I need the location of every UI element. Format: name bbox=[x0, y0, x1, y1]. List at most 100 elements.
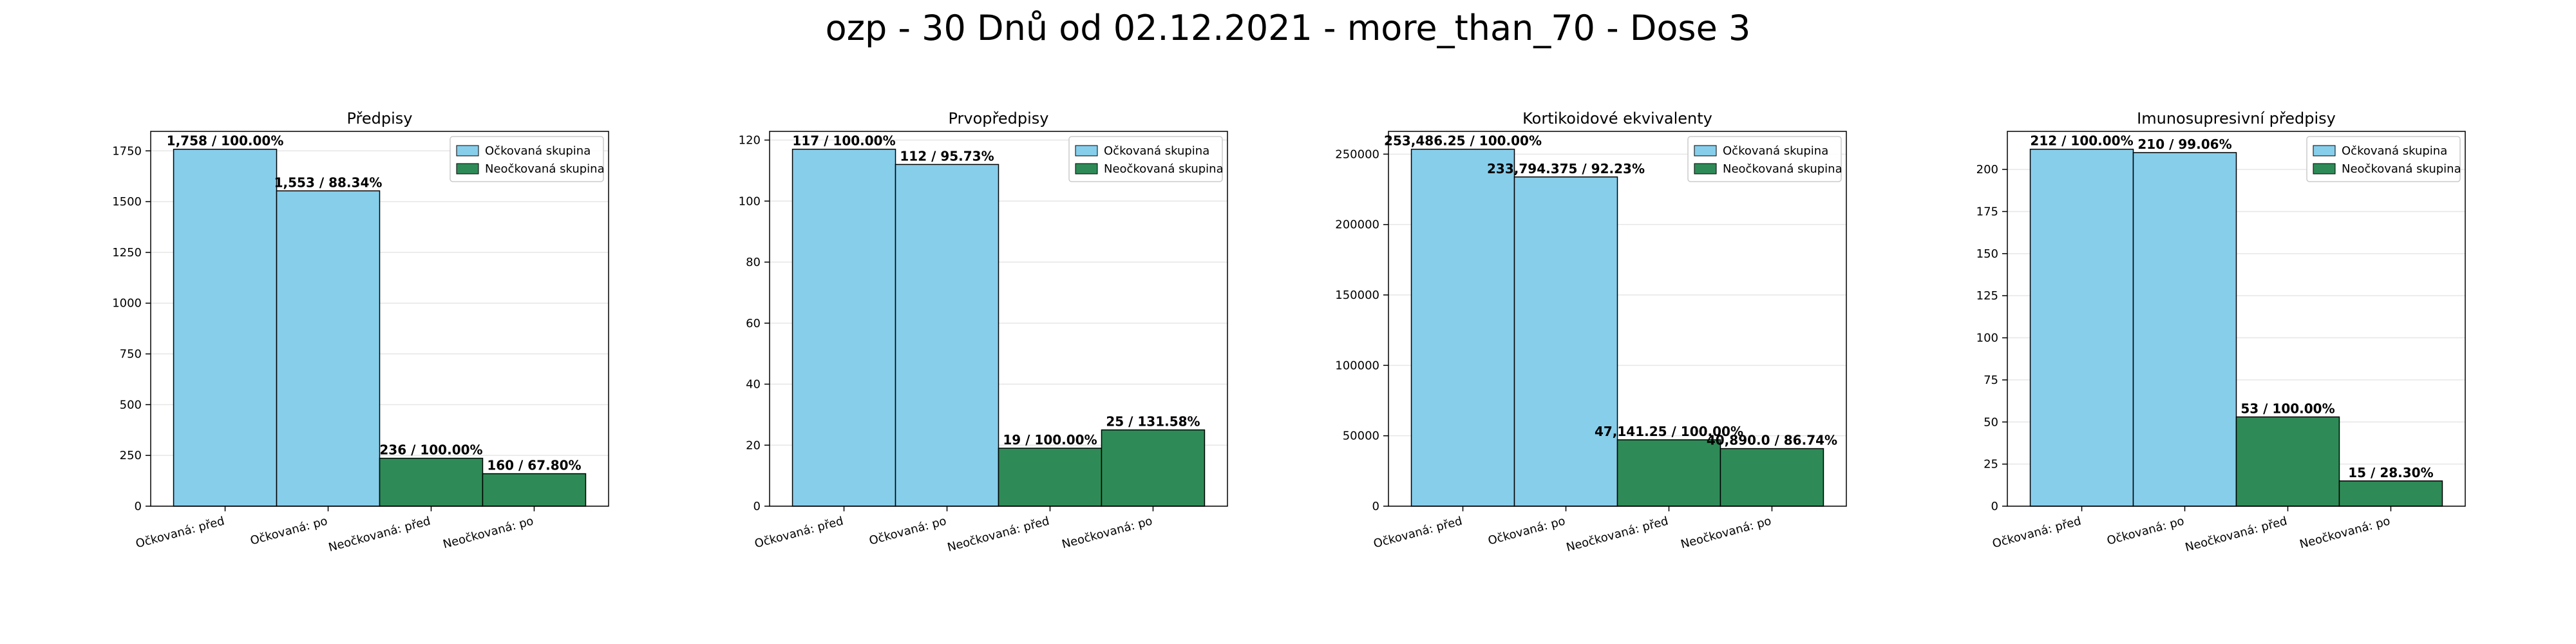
bar bbox=[791, 148, 896, 507]
chart-title: Kortikoidové ekvivalenty bbox=[1522, 109, 1712, 128]
legend-label-unvaccinated: Neočkovaná skupina bbox=[2342, 162, 2461, 176]
legend-label-unvaccinated: Neočkovaná skupina bbox=[1104, 162, 1224, 176]
data-label: 253,486.25 / 100.00% bbox=[1384, 133, 1542, 149]
x-tick-label: Neočkovaná: před bbox=[946, 515, 1051, 554]
legend: Očkovaná skupina Neočkovaná skupina bbox=[450, 136, 605, 182]
chart-panel-2: 117 / 100.00% 112 / 95.73% 19 / 100.00% 25 … bbox=[739, 109, 1228, 554]
chart-panel-3: 253,486.25 / 100.00% 233,794.375 / 92.23%… bbox=[1335, 109, 1847, 554]
x-tick-label: Očkovaná: po bbox=[1486, 515, 1566, 548]
y-tick-label: 40 bbox=[746, 378, 761, 392]
legend-box bbox=[1687, 136, 1842, 182]
y-tick-label: 0 bbox=[1991, 500, 1998, 513]
y-tick-label: 50000 bbox=[1343, 430, 1379, 443]
y-tick-label: 60 bbox=[746, 317, 761, 330]
legend-swatch-unvaccinated bbox=[456, 163, 479, 175]
data-label: 19 / 100.00% bbox=[1003, 432, 1097, 448]
y-tick-label: 75 bbox=[1984, 374, 1998, 387]
legend-label-vaccinated: Očkovaná skupina bbox=[1723, 144, 1828, 158]
legend-swatch-unvaccinated bbox=[2313, 163, 2336, 175]
legend: Očkovaná skupina Neočkovaná skupina bbox=[1687, 136, 1842, 182]
data-label: 236 / 100.00% bbox=[379, 442, 482, 458]
x-tick-label: Očkovaná: před bbox=[1372, 515, 1464, 551]
x-tick-label: Očkovaná: před bbox=[753, 515, 845, 551]
y-tick-label: 250 bbox=[120, 449, 142, 462]
bar bbox=[998, 448, 1103, 507]
x-tick-label: Očkovaná: po bbox=[867, 515, 947, 548]
legend: Očkovaná skupina Neočkovaná skupina bbox=[2306, 136, 2461, 182]
bar bbox=[1616, 439, 1721, 507]
bar bbox=[173, 148, 278, 507]
data-label: 25 / 131.58% bbox=[1106, 414, 1200, 430]
chart-panel-4: 212 / 100.00% 210 / 99.06% 53 / 100.00% 15 … bbox=[1976, 109, 2466, 554]
y-tick-label: 20 bbox=[746, 439, 761, 452]
y-tick-label: 100 bbox=[739, 194, 761, 208]
bar bbox=[1101, 429, 1206, 507]
x-tick-label: Neočkovaná: po bbox=[1061, 515, 1154, 552]
legend-label-unvaccinated: Neočkovaná skupina bbox=[485, 162, 605, 176]
legend-box bbox=[2306, 136, 2461, 182]
data-label: 47,141.25 / 100.00% bbox=[1595, 424, 1743, 439]
y-tick-label: 1500 bbox=[112, 195, 142, 209]
data-label: 210 / 99.06% bbox=[2137, 137, 2231, 152]
y-tick-label: 1750 bbox=[112, 144, 142, 158]
x-tick-label: Neočkovaná: před bbox=[327, 515, 432, 554]
y-tick-label: 500 bbox=[120, 398, 142, 412]
legend-box bbox=[1068, 136, 1223, 182]
bar bbox=[379, 457, 484, 507]
x-tick-label: Neočkovaná: po bbox=[1680, 515, 1773, 552]
y-tick-label: 100000 bbox=[1335, 359, 1379, 372]
data-label: 1,553 / 88.34% bbox=[274, 175, 383, 190]
data-label: 1,758 / 100.00% bbox=[167, 133, 284, 149]
data-label: 112 / 95.73% bbox=[900, 148, 994, 164]
bar bbox=[2235, 416, 2340, 507]
bar bbox=[1513, 176, 1618, 507]
x-tick-label: Očkovaná: po bbox=[249, 515, 328, 548]
y-tick-label: 250000 bbox=[1335, 147, 1379, 161]
y-tick-label: 80 bbox=[746, 256, 761, 269]
axes-frame bbox=[769, 131, 1228, 507]
x-tick-label: Očkovaná: před bbox=[1991, 515, 2083, 551]
x-tick-label: Očkovaná: po bbox=[2105, 515, 2185, 548]
chart-title: Imunosupresivní předpisy bbox=[2137, 109, 2336, 128]
legend-swatch-unvaccinated bbox=[1694, 163, 1717, 175]
figure-title: ozp - 30 Dnů od 02.12.2021 - more_than_7… bbox=[825, 8, 1751, 48]
y-tick-label: 1000 bbox=[112, 297, 142, 310]
legend-label-vaccinated: Očkovaná skupina bbox=[1104, 144, 1209, 158]
y-tick-label: 200000 bbox=[1335, 218, 1379, 232]
bar bbox=[276, 190, 381, 507]
x-tick-label: Neočkovaná: po bbox=[442, 515, 535, 552]
legend-swatch-vaccinated bbox=[2313, 145, 2336, 156]
chart-panel-1: 1,758 / 100.00% 1,553 / 88.34% 236 / 100.0… bbox=[112, 109, 609, 554]
axes-frame bbox=[1388, 131, 1847, 507]
bar bbox=[2338, 480, 2443, 507]
x-tick-label: Neočkovaná: před bbox=[2184, 515, 2289, 554]
y-tick-label: 0 bbox=[753, 500, 761, 513]
y-tick-label: 100 bbox=[1976, 332, 1998, 345]
data-label: 117 / 100.00% bbox=[792, 133, 895, 149]
bar bbox=[895, 164, 999, 507]
bar bbox=[2132, 152, 2237, 507]
data-label: 53 / 100.00% bbox=[2240, 401, 2334, 416]
y-tick-label: 125 bbox=[1976, 289, 1998, 303]
y-tick-label: 25 bbox=[1984, 458, 1998, 471]
y-tick-label: 150 bbox=[1976, 247, 1998, 261]
y-tick-label: 1250 bbox=[112, 246, 142, 260]
bar bbox=[482, 473, 587, 507]
legend-label-unvaccinated: Neočkovaná skupina bbox=[1723, 162, 1842, 176]
data-label: 15 / 28.30% bbox=[2348, 465, 2433, 480]
data-label: 212 / 100.00% bbox=[2030, 133, 2133, 149]
y-tick-label: 750 bbox=[120, 348, 142, 361]
chart-title: Předpisy bbox=[347, 109, 413, 128]
x-tick-label: Neočkovaná: před bbox=[1565, 515, 1670, 554]
data-label: 40,890.0 / 86.74% bbox=[1707, 433, 1837, 448]
axes-frame bbox=[150, 131, 609, 507]
data-label: 233,794.375 / 92.23% bbox=[1487, 161, 1645, 176]
y-tick-label: 150000 bbox=[1335, 289, 1379, 302]
legend: Očkovaná skupina Neočkovaná skupina bbox=[1068, 136, 1224, 182]
y-tick-label: 0 bbox=[1372, 500, 1379, 513]
data-label: 160 / 67.80% bbox=[487, 458, 581, 473]
chart-title: Prvopředpisy bbox=[949, 109, 1049, 128]
legend-swatch-vaccinated bbox=[456, 145, 479, 156]
legend-swatch-vaccinated bbox=[1075, 145, 1098, 156]
